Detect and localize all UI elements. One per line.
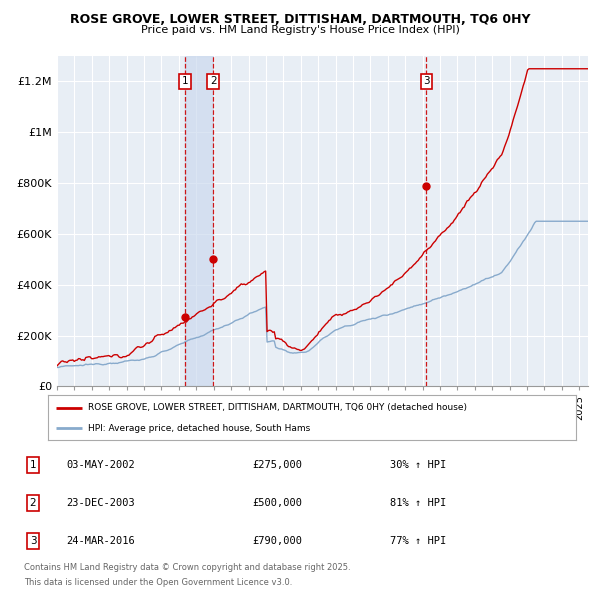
Bar	[185, 56, 213, 386]
Text: 03-MAY-2002: 03-MAY-2002	[66, 460, 135, 470]
Text: 1: 1	[182, 77, 188, 87]
Text: £790,000: £790,000	[252, 536, 302, 546]
Text: 3: 3	[423, 77, 430, 87]
Text: ROSE GROVE, LOWER STREET, DITTISHAM, DARTMOUTH, TQ6 0HY: ROSE GROVE, LOWER STREET, DITTISHAM, DAR…	[70, 13, 530, 26]
Text: 81% ↑ HPI: 81% ↑ HPI	[390, 498, 446, 508]
Text: 23-DEC-2003: 23-DEC-2003	[66, 498, 135, 508]
Text: ROSE GROVE, LOWER STREET, DITTISHAM, DARTMOUTH, TQ6 0HY (detached house): ROSE GROVE, LOWER STREET, DITTISHAM, DAR…	[88, 403, 467, 412]
Text: 2: 2	[210, 77, 217, 87]
Text: HPI: Average price, detached house, South Hams: HPI: Average price, detached house, Sout…	[88, 424, 310, 433]
Text: 30% ↑ HPI: 30% ↑ HPI	[390, 460, 446, 470]
Text: £500,000: £500,000	[252, 498, 302, 508]
Text: 3: 3	[29, 536, 37, 546]
Text: Price paid vs. HM Land Registry's House Price Index (HPI): Price paid vs. HM Land Registry's House …	[140, 25, 460, 35]
Text: 24-MAR-2016: 24-MAR-2016	[66, 536, 135, 546]
Text: 2: 2	[29, 498, 37, 508]
Text: 77% ↑ HPI: 77% ↑ HPI	[390, 536, 446, 546]
Text: £275,000: £275,000	[252, 460, 302, 470]
Text: This data is licensed under the Open Government Licence v3.0.: This data is licensed under the Open Gov…	[24, 578, 292, 587]
Text: Contains HM Land Registry data © Crown copyright and database right 2025.: Contains HM Land Registry data © Crown c…	[24, 563, 350, 572]
Text: 1: 1	[29, 460, 37, 470]
